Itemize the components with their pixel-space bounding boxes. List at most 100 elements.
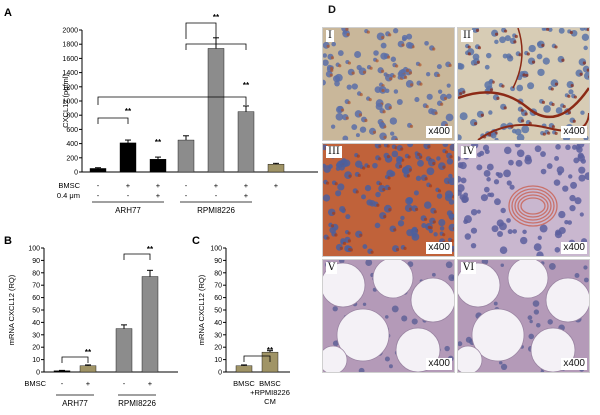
micrograph-iii: III x400	[322, 143, 455, 257]
significance-bracket	[185, 22, 217, 39]
y-tick-label: 60	[32, 295, 40, 302]
significance-bracket	[123, 253, 151, 260]
y-axis-label: mRNA CXCL12 (RQ)	[197, 274, 206, 345]
significance-marker: **	[85, 348, 92, 357]
bar	[267, 163, 285, 173]
bar	[207, 48, 225, 173]
y-axis-label: CXCL12 (pg/ml)	[61, 74, 70, 128]
significance-bracket	[185, 43, 247, 50]
condition-sign: -	[185, 191, 188, 200]
y-tick-label: 1200	[62, 84, 78, 91]
condition-sign: -	[123, 379, 126, 388]
y-tick-label: 400	[66, 141, 78, 148]
chart-a-cxcl12-secretion: 0 200 400 600 800 1000 1200 1400 1600 1800 2000 CXC…	[57, 13, 318, 215]
significance-marker: **	[125, 107, 132, 116]
bar	[149, 159, 167, 173]
condition-sign: +	[156, 181, 161, 190]
y-tick-label: 20	[32, 345, 40, 352]
y-tick-label: 30	[32, 332, 40, 339]
significance-marker: **	[147, 245, 154, 254]
group-label: ARH77	[115, 206, 141, 215]
panel-label-d: D	[328, 4, 336, 16]
y-tick-label: 2000	[62, 28, 78, 35]
bar	[141, 276, 159, 373]
magnification-label: x400	[426, 126, 452, 138]
significance-marker: **	[243, 81, 250, 90]
group-label: RPMI8226	[118, 399, 156, 408]
condition-sign: -	[97, 181, 100, 190]
condition-sign: -	[185, 181, 188, 190]
condition-label: BMSC	[58, 181, 80, 190]
condition-sign: +	[156, 191, 161, 200]
group-label: RPMI8226	[197, 206, 235, 215]
chart-b-mrna-cell-lines: 0 10 20 30 40 50 60 70 80 90 100 mRNA CXCL12 (RQ) **…	[7, 245, 178, 408]
y-tick-label: 0	[74, 170, 78, 177]
condition-sign: +	[126, 181, 131, 190]
y-tick-label: 800	[66, 113, 78, 120]
significance-bracket	[243, 355, 271, 362]
y-tick-label: 100	[210, 246, 222, 253]
micrograph-label: IV	[461, 146, 477, 158]
micrograph-image	[458, 28, 589, 140]
condition-sign: +	[214, 181, 219, 190]
bar	[53, 370, 71, 373]
y-tick-label: 1400	[62, 70, 78, 77]
significance-bracket	[61, 356, 89, 363]
micrograph-label: VI	[461, 262, 477, 274]
y-tick-label: 0	[218, 370, 222, 377]
y-tick-label: 10	[214, 357, 222, 364]
micrograph-iv: IV x400	[457, 143, 590, 257]
magnification-label: x400	[561, 242, 587, 254]
micrograph-label: III	[326, 146, 342, 158]
y-tick-label: 0	[36, 370, 40, 377]
panel-label-a: A	[4, 7, 12, 19]
condition-sign: -	[215, 191, 218, 200]
y-tick-label: 70	[32, 283, 40, 290]
micrograph-image	[323, 260, 454, 372]
micrograph-image	[323, 28, 454, 140]
charts-area: A B C 0200400600800100012001400160018002…	[4, 7, 318, 408]
chart-c-mrna-bmsc: 0 10 20 30 40 50 60 70 80 90 100 mRNA CXCL12 (RQ) **…	[197, 246, 290, 406]
y-tick-label: 80	[214, 270, 222, 277]
y-tick-label: 30	[214, 332, 222, 339]
panel-label-b: B	[4, 235, 12, 247]
micrograph-ii: II x400	[457, 27, 590, 141]
magnification-label: x400	[561, 126, 587, 138]
condition-sign: +	[244, 191, 249, 200]
category-label: BMSC	[259, 379, 281, 388]
group-label: ARH77	[62, 399, 88, 408]
significance-bracket	[97, 96, 247, 105]
condition-sign: -	[61, 379, 64, 388]
bar	[115, 328, 133, 373]
y-tick-label: 40	[32, 320, 40, 327]
category-label: CM	[264, 397, 276, 406]
bar	[177, 139, 195, 173]
micrograph-image	[323, 144, 454, 256]
condition-sign: +	[148, 379, 153, 388]
y-tick-label: 1800	[62, 42, 78, 49]
y-tick-label: 80	[32, 270, 40, 277]
y-tick-label: 50	[214, 308, 222, 315]
significance-marker: **	[267, 346, 274, 355]
micrograph-image	[458, 260, 589, 372]
magnification-label: x400	[426, 358, 452, 370]
micrograph-image	[458, 144, 589, 256]
y-tick-label: 90	[32, 258, 40, 265]
y-tick-label: 90	[214, 258, 222, 265]
bar	[237, 111, 255, 173]
y-tick-label: 60	[214, 295, 222, 302]
bar	[89, 168, 107, 173]
condition-label: 0.4 μm	[57, 191, 80, 200]
y-tick-label: 1600	[62, 56, 78, 63]
micrograph-label: I	[326, 30, 334, 42]
micrograph-label: II	[461, 30, 473, 42]
micrograph-label: V	[326, 262, 338, 274]
micrograph-vi: VI x400	[457, 259, 590, 373]
y-tick-label: 50	[32, 308, 40, 315]
magnification-label: x400	[426, 242, 452, 254]
bar	[261, 351, 279, 373]
significance-marker: **	[155, 138, 162, 147]
y-tick-label: 70	[214, 283, 222, 290]
